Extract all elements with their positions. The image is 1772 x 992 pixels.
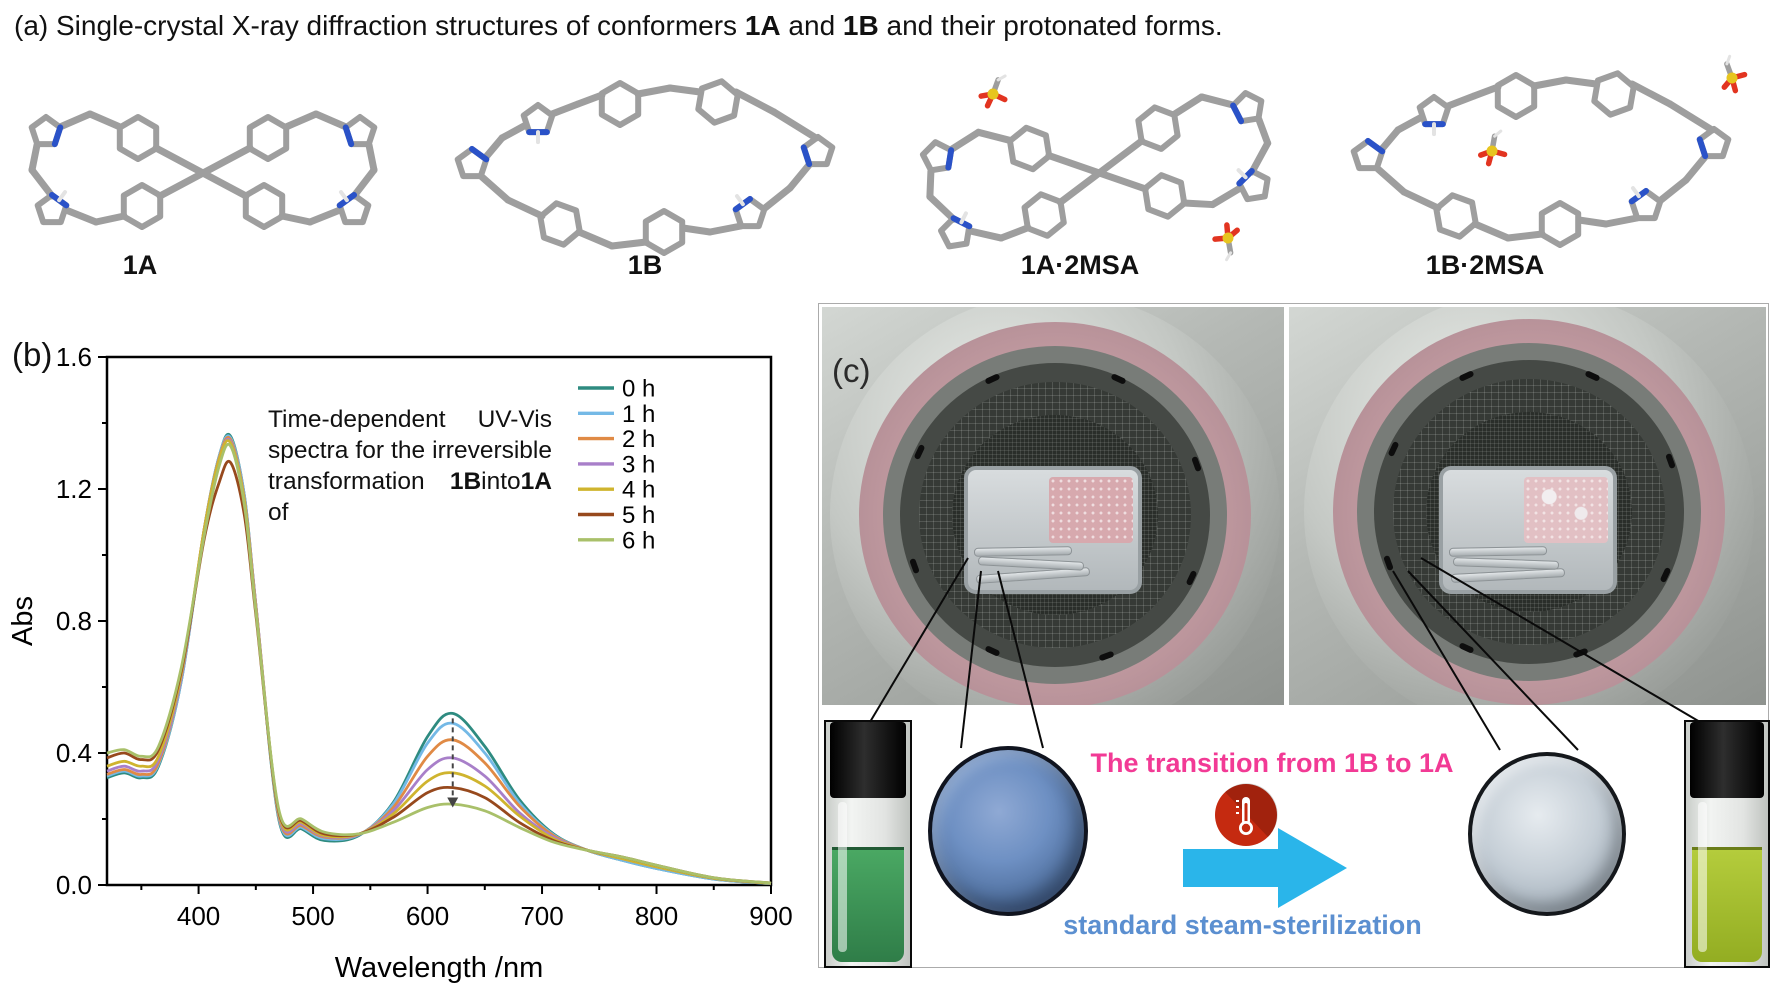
- legend-label: 4 h: [622, 477, 655, 504]
- benzene-ring: [598, 80, 642, 128]
- structure-label-1a2msa: 1A·2MSA: [1020, 250, 1140, 280]
- vial-yellow-after: [1684, 720, 1770, 968]
- instrument: [1452, 557, 1559, 570]
- benzene-ring: [1433, 192, 1479, 240]
- x-tick-label: 700: [520, 901, 563, 931]
- structure-label-1b2msa: 1B·2MSA: [1425, 250, 1545, 280]
- legend-label: 0 h: [622, 376, 655, 403]
- benzene-ring: [1135, 104, 1181, 152]
- nitrogen-atom: [51, 124, 64, 148]
- nitrogen-atom: [469, 146, 490, 163]
- pink-pad: [1049, 476, 1133, 543]
- benzene-ring: [120, 182, 164, 230]
- pyrrole-ring: [520, 102, 556, 136]
- benzene-ring: [246, 114, 290, 162]
- y-tick-label: 0.8: [56, 606, 92, 636]
- instrument: [977, 556, 1085, 571]
- msa-molecule: [978, 74, 1008, 109]
- nitrogen-atom: [945, 147, 955, 171]
- nitrogen-atom: [1696, 136, 1709, 160]
- nitrogen-atom: [800, 144, 813, 168]
- y-tick-label: 1.2: [56, 474, 92, 504]
- instrument-tray: [964, 465, 1142, 594]
- msa-molecule: [1477, 129, 1508, 167]
- y-tick-label: 0.4: [56, 738, 92, 768]
- instrument: [1448, 546, 1547, 557]
- vial-green-before: [824, 720, 912, 968]
- transition-text: The transition from 1B to 1A: [1090, 748, 1454, 778]
- sulfur-atom: [1486, 145, 1498, 157]
- series-6h: [106, 442, 772, 885]
- nh-hydrogen: [57, 190, 68, 203]
- msa-molecule: [1212, 222, 1240, 262]
- benzene-ring: [1142, 172, 1188, 220]
- benzene-ring: [537, 200, 583, 248]
- legend-label: 5 h: [622, 502, 655, 529]
- x-axis-label: Wavelength /nm: [335, 952, 543, 984]
- y-tick-label: 0.0: [56, 870, 92, 900]
- instrument: [1450, 567, 1565, 583]
- instrument: [973, 546, 1073, 557]
- panel-a-title: (a) Single-crystal X-ray diffraction str…: [14, 10, 1223, 41]
- sulfur-atom: [1726, 72, 1738, 84]
- y-axis-label: Abs: [7, 596, 39, 646]
- panel-b-label: (b): [12, 336, 53, 373]
- structure-1b-image: [454, 78, 836, 256]
- benzene-ring: [642, 208, 686, 256]
- autoclave-photo-after: [1289, 307, 1766, 705]
- x-tick-label: 800: [635, 901, 678, 931]
- x-tick-label: 900: [749, 901, 792, 931]
- pink-pad-mottled: [1523, 476, 1608, 543]
- nh-hydrogen: [1236, 168, 1248, 180]
- benzene-ring: [242, 182, 286, 230]
- legend-label: 3 h: [622, 451, 655, 478]
- nh-hydrogen: [338, 190, 349, 203]
- x-tick-label: 400: [177, 901, 220, 931]
- structure-1a-2msa-image: [919, 74, 1272, 262]
- panel-c-label: (c): [832, 352, 871, 389]
- nh-hydrogen: [1630, 186, 1641, 199]
- title-bold-1b: 1B: [842, 10, 879, 41]
- uv-vis-chart-panel: (b) 400 500 600 700 800 900 0.0 0.4 0.8 1.2 1.6 Wav…: [0, 300, 800, 992]
- blue-silicone-disc: [928, 746, 1088, 916]
- msa-molecule: [1721, 54, 1748, 94]
- benzene-ring: [695, 78, 741, 126]
- nitrogen-atom: [1365, 138, 1386, 155]
- benzene-ring: [1538, 200, 1582, 248]
- pyrrole-ring: [1416, 94, 1452, 128]
- nh-hydrogen: [959, 211, 968, 225]
- y-tick-label: 1.6: [56, 342, 92, 372]
- chart-annotation: Time-dependent UV-Vis spectra for the irr…: [268, 406, 552, 526]
- vial-cap: [1690, 722, 1764, 798]
- sulfur-atom: [987, 88, 999, 100]
- benzene-ring: [1006, 124, 1053, 173]
- sterilization-text: standard steam-sterilization: [1063, 910, 1422, 940]
- vial-cap: [830, 722, 906, 798]
- legend-label: 6 h: [622, 527, 655, 554]
- x-tick-label: 500: [291, 901, 334, 931]
- nh-hydrogen: [734, 194, 745, 207]
- nitrogen-atom: [1230, 102, 1245, 125]
- benzene-ring: [1021, 191, 1067, 239]
- nitrogen-atom: [342, 124, 355, 148]
- x-tick-label: 600: [406, 901, 449, 931]
- legend-label: 1 h: [622, 401, 655, 428]
- benzene-ring: [116, 114, 160, 162]
- gray-silicone-disc: [1468, 752, 1626, 916]
- legend-label: 2 h: [622, 426, 655, 453]
- title-text: Single-crystal X-ray diffraction structu…: [56, 10, 745, 41]
- autoclave-photo-before: [822, 307, 1284, 705]
- uv-vis-chart: 400 500 600 700 800 900 0.0 0.4 0.8 1.2 1.6 Wavelen…: [7, 342, 793, 984]
- title-bold-1a: 1A: [744, 10, 781, 41]
- structure-label-1b: 1B: [627, 250, 663, 280]
- instrument-tray: [1438, 465, 1617, 594]
- structure-label-1a: 1A: [122, 250, 158, 280]
- structure-1a-image: [28, 110, 378, 230]
- benzene-ring: [1591, 70, 1637, 118]
- panel-a-label: (a): [14, 10, 56, 41]
- benzene-ring: [1494, 72, 1538, 120]
- sulfur-atom: [1222, 232, 1234, 244]
- structure-1b-2msa-image: [1350, 54, 1748, 248]
